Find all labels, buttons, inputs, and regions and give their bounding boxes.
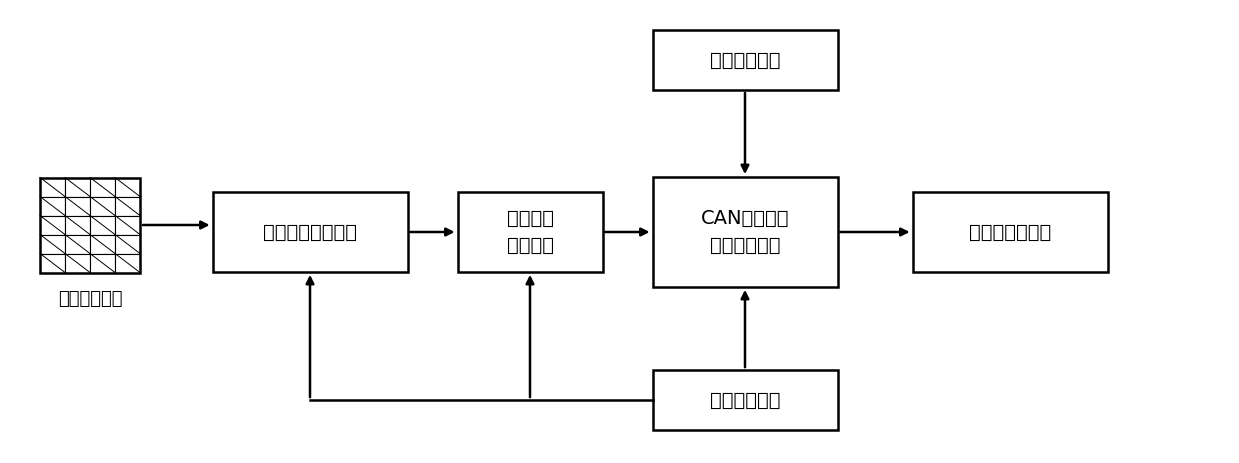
Bar xyxy=(912,192,1108,272)
Bar xyxy=(64,196,90,215)
Bar xyxy=(90,177,115,196)
Bar xyxy=(653,30,838,90)
Bar xyxy=(115,196,140,215)
Bar xyxy=(457,192,602,272)
Text: CAN总线数据
传输电路单元: CAN总线数据 传输电路单元 xyxy=(701,209,789,255)
Text: 数据处理计算机: 数据处理计算机 xyxy=(969,223,1051,242)
Bar xyxy=(40,177,140,273)
Bar xyxy=(90,234,115,254)
Bar xyxy=(40,215,64,234)
Bar xyxy=(115,215,140,234)
Text: 数据处理
电路单元: 数据处理 电路单元 xyxy=(507,209,554,255)
Bar xyxy=(115,234,140,254)
Bar xyxy=(64,177,90,196)
Bar xyxy=(653,177,838,287)
Bar xyxy=(653,370,838,430)
Bar xyxy=(40,254,64,273)
Bar xyxy=(90,254,115,273)
Text: 电压信号采集电路: 电压信号采集电路 xyxy=(263,223,357,242)
Bar xyxy=(115,177,140,196)
Text: 拨码开关单元: 拨码开关单元 xyxy=(710,50,781,69)
Text: 太阳能电池板: 太阳能电池板 xyxy=(58,290,123,308)
Bar xyxy=(64,234,90,254)
Bar xyxy=(115,254,140,273)
Bar xyxy=(64,215,90,234)
Bar xyxy=(40,177,64,196)
Bar xyxy=(90,196,115,215)
Text: 稳压电路单元: 稳压电路单元 xyxy=(710,390,781,409)
Bar xyxy=(213,192,408,272)
Bar xyxy=(40,196,64,215)
Bar xyxy=(64,254,90,273)
Bar xyxy=(40,234,64,254)
Bar xyxy=(90,215,115,234)
